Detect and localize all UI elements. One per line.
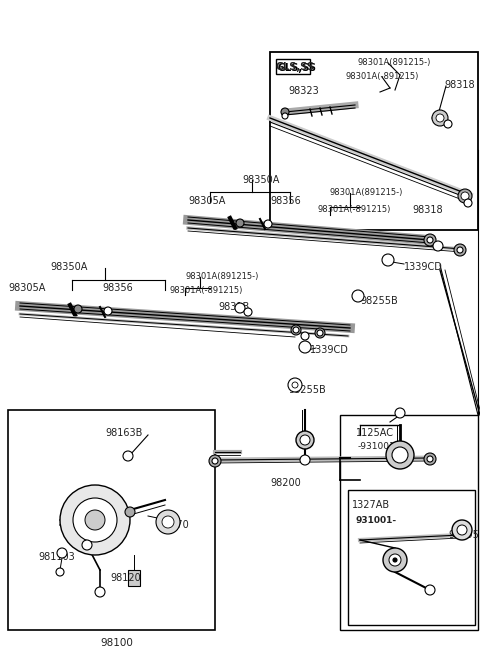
Circle shape [212, 458, 218, 464]
Circle shape [235, 303, 245, 313]
Circle shape [457, 525, 467, 535]
Circle shape [281, 108, 289, 116]
Text: 9831B: 9831B [218, 302, 249, 312]
Circle shape [293, 327, 299, 333]
Text: 98295: 98295 [448, 530, 479, 540]
Bar [276, 59, 310, 74]
Circle shape [464, 199, 472, 207]
Text: 98100: 98100 [100, 638, 133, 648]
Text: 98350A: 98350A [242, 175, 279, 185]
Text: 98305A: 98305A [188, 196, 226, 206]
Circle shape [383, 548, 407, 572]
Circle shape [395, 408, 405, 418]
Text: 98305A: 98305A [8, 283, 46, 293]
Text: 98301A(-891215): 98301A(-891215) [345, 72, 419, 81]
Text: 98120: 98120 [110, 573, 141, 583]
Text: 931001-: 931001- [355, 516, 396, 525]
Text: 98301A(891215-): 98301A(891215-) [330, 188, 403, 197]
Circle shape [296, 431, 314, 449]
Bar [128, 570, 140, 586]
Text: -931001: -931001 [358, 442, 396, 451]
Circle shape [60, 485, 130, 555]
Circle shape [264, 220, 272, 228]
Circle shape [382, 254, 394, 266]
Text: 98163B: 98163B [105, 428, 143, 438]
Circle shape [454, 244, 466, 256]
Text: 98356: 98356 [102, 283, 133, 293]
Circle shape [56, 568, 64, 576]
Text: 98200: 98200 [270, 478, 301, 488]
Circle shape [236, 219, 244, 227]
Circle shape [162, 516, 174, 528]
Text: 98255B: 98255B [288, 385, 326, 395]
Circle shape [209, 455, 221, 467]
Circle shape [85, 510, 105, 530]
Circle shape [427, 456, 433, 462]
Circle shape [386, 441, 414, 469]
Text: 98170: 98170 [158, 520, 189, 530]
Circle shape [461, 192, 469, 200]
Circle shape [73, 498, 117, 542]
Text: 1339CD: 1339CD [404, 262, 443, 272]
Circle shape [300, 435, 310, 445]
Circle shape [292, 382, 298, 388]
Circle shape [57, 548, 67, 558]
Circle shape [425, 585, 435, 595]
Text: 98301A(-891215): 98301A(-891215) [318, 205, 391, 214]
Circle shape [433, 241, 443, 251]
Circle shape [156, 510, 180, 534]
Text: 98301A(891215-): 98301A(891215-) [358, 58, 432, 67]
Text: 98318: 98318 [444, 80, 475, 90]
Circle shape [104, 307, 112, 315]
Text: 98323: 98323 [288, 86, 319, 96]
Text: 98301A(-891215): 98301A(-891215) [170, 286, 243, 295]
Circle shape [452, 520, 472, 540]
Text: 98255B: 98255B [360, 296, 398, 306]
Circle shape [458, 189, 472, 203]
Text: 98301A(891215-): 98301A(891215-) [185, 272, 258, 281]
Bar [8, 410, 215, 630]
Text: 98350A: 98350A [50, 262, 87, 272]
Circle shape [300, 455, 310, 465]
Circle shape [282, 113, 288, 119]
Bar [340, 415, 478, 630]
Text: 1327AB: 1327AB [352, 500, 390, 510]
Circle shape [123, 451, 133, 461]
Circle shape [427, 237, 433, 243]
Text: 981103: 981103 [38, 552, 75, 562]
Text: 98356: 98356 [270, 196, 301, 206]
Circle shape [125, 507, 135, 517]
Text: 98318: 98318 [412, 205, 443, 215]
Circle shape [392, 447, 408, 463]
Circle shape [352, 290, 364, 302]
Circle shape [432, 110, 448, 126]
Text: GLS,SS: GLS,SS [278, 63, 317, 73]
Circle shape [444, 120, 452, 128]
Circle shape [291, 325, 301, 335]
Circle shape [74, 305, 82, 313]
Circle shape [389, 554, 401, 566]
Circle shape [436, 114, 444, 122]
Text: 1339CD: 1339CD [310, 345, 349, 355]
Circle shape [301, 332, 309, 340]
Circle shape [457, 247, 463, 253]
Circle shape [424, 453, 436, 465]
Circle shape [244, 308, 252, 316]
Circle shape [288, 378, 302, 392]
Circle shape [315, 328, 325, 338]
Circle shape [299, 341, 311, 353]
Circle shape [317, 330, 323, 336]
Text: GLS,SS: GLS,SS [275, 62, 314, 72]
Circle shape [95, 587, 105, 597]
Circle shape [424, 234, 436, 246]
Text: 1125AC: 1125AC [356, 428, 394, 438]
Bar [270, 52, 478, 230]
Circle shape [82, 540, 92, 550]
Bar [348, 490, 475, 625]
Circle shape [393, 558, 397, 562]
